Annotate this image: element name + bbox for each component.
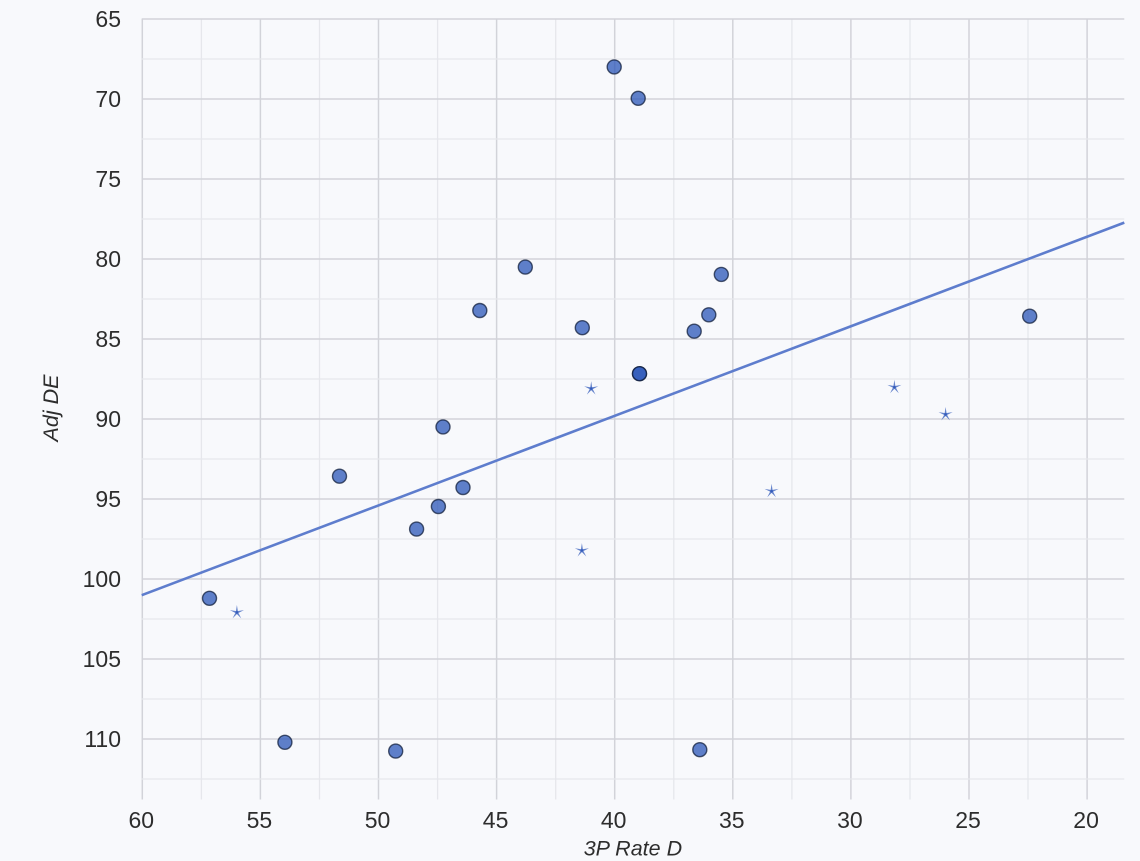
svg-text:85: 85 xyxy=(95,326,121,352)
svg-text:75: 75 xyxy=(95,166,121,192)
svg-text:60: 60 xyxy=(129,807,155,833)
svg-text:30: 30 xyxy=(837,807,863,833)
svg-text:20: 20 xyxy=(1073,807,1099,833)
svg-text:55: 55 xyxy=(247,807,273,833)
svg-text:70: 70 xyxy=(95,86,121,112)
svg-text:40: 40 xyxy=(601,807,627,833)
svg-text:65: 65 xyxy=(95,6,121,32)
svg-text:25: 25 xyxy=(955,807,981,833)
svg-text:80: 80 xyxy=(95,246,121,272)
svg-text:45: 45 xyxy=(483,807,509,833)
svg-text:50: 50 xyxy=(365,807,391,833)
svg-text:105: 105 xyxy=(83,646,121,672)
svg-text:100: 100 xyxy=(83,566,121,592)
svg-text:110: 110 xyxy=(84,726,121,752)
svg-text:95: 95 xyxy=(95,486,121,512)
svg-text:90: 90 xyxy=(95,406,121,432)
svg-text:35: 35 xyxy=(719,807,745,833)
svg-text:Adj DE: Adj DE xyxy=(39,374,63,444)
svg-text:3P Rate D: 3P Rate D xyxy=(584,837,682,861)
